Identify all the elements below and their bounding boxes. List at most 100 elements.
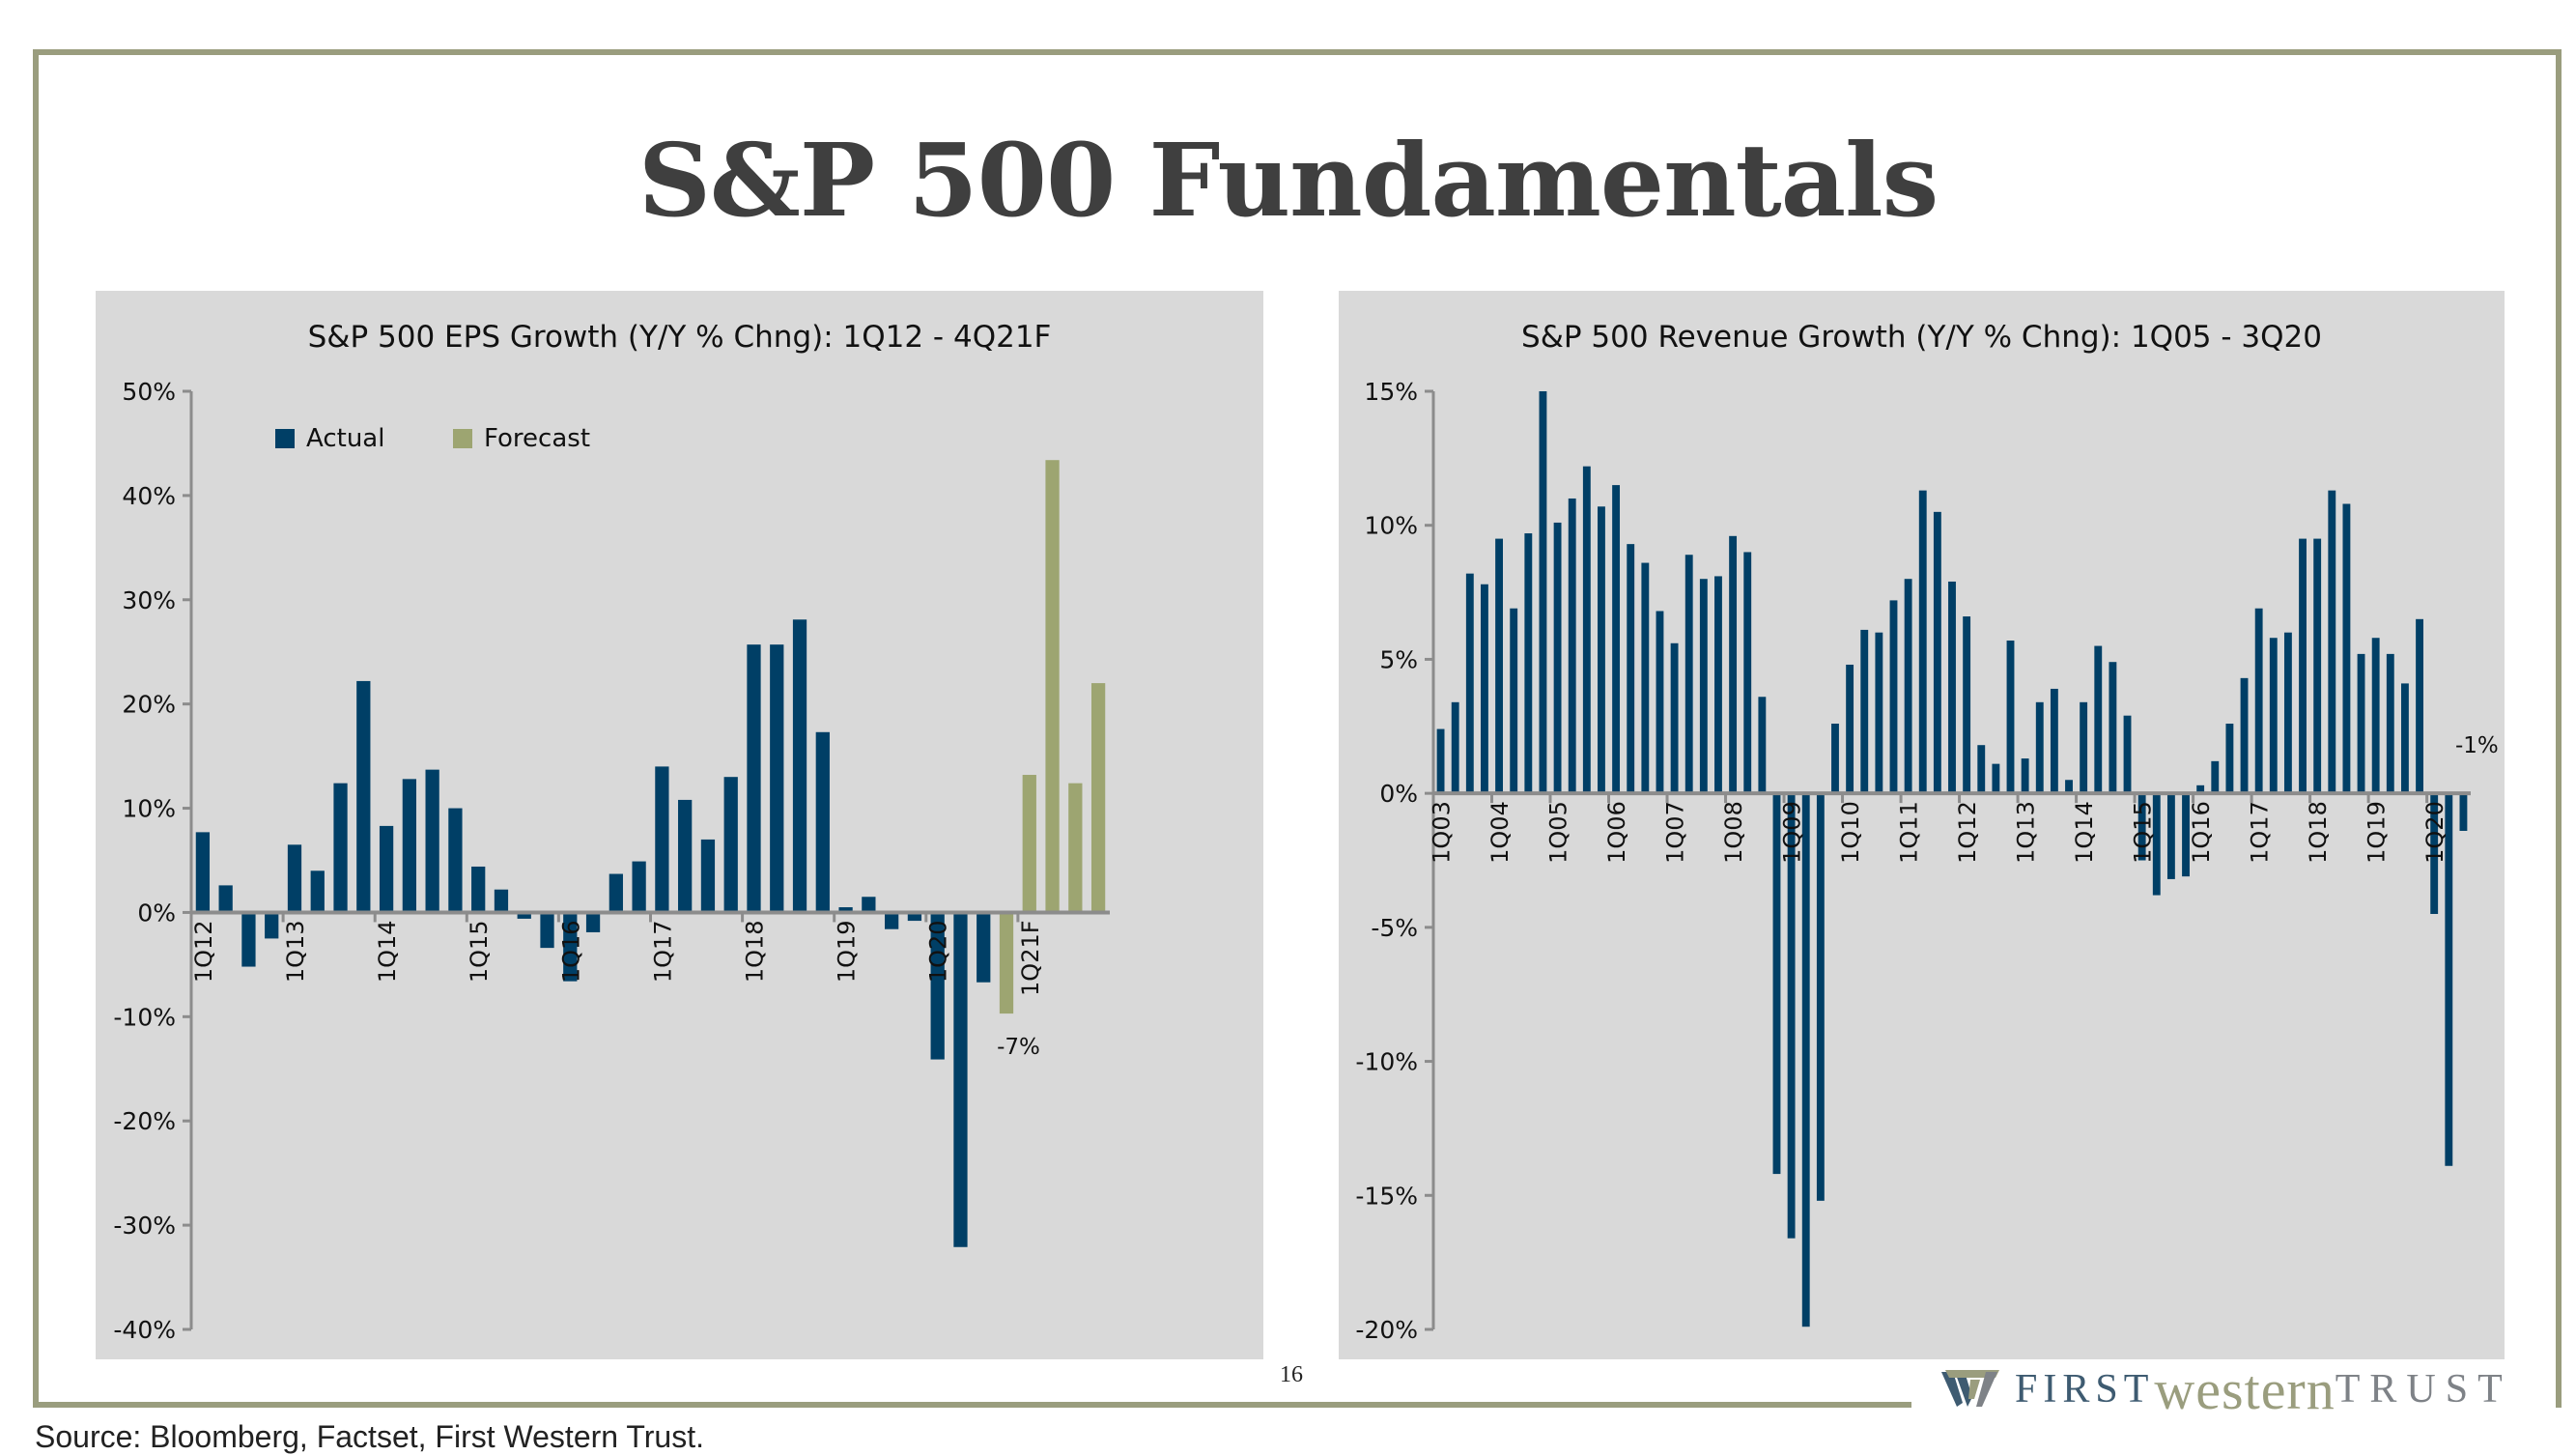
eps-y-tick-label: -30% — [113, 1212, 176, 1240]
eps-bar-actual — [471, 866, 486, 913]
revenue-x-tick-label: 1Q06 — [1603, 801, 1630, 864]
revenue-bar — [1582, 466, 1591, 794]
eps-x-tick-label: 1Q15 — [466, 920, 493, 983]
revenue-x-tick-label: 1Q12 — [1954, 801, 1981, 864]
revenue-bar — [2137, 793, 2146, 861]
eps-bar-actual — [310, 870, 325, 913]
revenue-x-tick-label: 1Q10 — [1837, 801, 1864, 864]
revenue-x-tick-label: 1Q07 — [1662, 801, 1689, 864]
revenue-bar — [1465, 573, 1474, 794]
revenue-x-tick-label: 1Q08 — [1720, 801, 1747, 864]
eps-bar-actual — [195, 832, 211, 913]
eps-x-tick-label: 1Q14 — [374, 920, 401, 983]
eps-bar-actual — [218, 885, 233, 913]
eps-bar-actual — [885, 912, 899, 929]
eps-chart-title: S&P 500 EPS Growth (Y/Y % Chng): 1Q12 - … — [307, 320, 1052, 355]
revenue-bar — [2166, 793, 2175, 879]
eps-y-tick-label: 20% — [122, 691, 176, 719]
revenue-bar — [2254, 608, 2263, 794]
revenue-bar — [1772, 793, 1781, 1175]
revenue-bar — [1963, 616, 1971, 794]
eps-bar-actual — [907, 912, 922, 922]
revenue-bar — [2371, 638, 2380, 794]
revenue-bar — [1801, 793, 1810, 1327]
eps-x-tick-label: 1Q16 — [557, 920, 584, 983]
revenue-bar — [2313, 538, 2322, 794]
revenue-bar — [2240, 677, 2249, 794]
revenue-y-tick-label: 0% — [1379, 780, 1418, 808]
eps-chart-svg: 50% 40% 30% 20% 10% 0% -10% -20% -30% -40% 1Q12 1Q1… — [113, 378, 1110, 1344]
slide-frame — [33, 49, 2562, 1408]
logo-w-icon — [1941, 1370, 1999, 1407]
eps-bar-actual — [585, 912, 601, 932]
revenue-bar — [2123, 715, 2132, 794]
revenue-bar — [2065, 780, 2073, 794]
eps-y-tick-label: 10% — [122, 795, 176, 823]
eps-bar-actual — [379, 825, 394, 913]
revenue-bar — [2109, 662, 2117, 794]
revenue-bar — [1743, 552, 1752, 794]
eps-bar-actual — [770, 644, 784, 913]
revenue-bar — [1787, 793, 1796, 1239]
revenue-y-tick-label: 10% — [1364, 512, 1418, 540]
revenue-growth-chart: S&P 500 Revenue Growth (Y/Y % Chng): 1Q0… — [1339, 291, 2505, 1359]
revenue-bar — [1714, 576, 1722, 794]
revenue-y-tick-label: -5% — [1371, 914, 1418, 942]
legend-forecast-swatch — [453, 429, 472, 448]
revenue-bar — [2196, 785, 2205, 794]
revenue-x-tick-label: 1Q17 — [2247, 801, 2274, 864]
revenue-chart-svg: 15% 10% 5% 0% -5% -10% -15% -20% 1Q03 1Q04 1Q05 1Q0… — [1355, 378, 2498, 1344]
revenue-bar — [1977, 745, 1986, 794]
revenue-bar — [2416, 618, 2423, 794]
eps-x-tick-label: 1Q17 — [649, 920, 676, 983]
revenue-bar — [2152, 793, 2161, 896]
eps-y-tick-label: -20% — [113, 1107, 176, 1135]
revenue-bar — [2328, 490, 2336, 794]
revenue-bar — [1918, 490, 1927, 794]
revenue-bar — [1641, 562, 1650, 794]
eps-bar-actual — [241, 912, 256, 967]
revenue-bar — [1568, 498, 1576, 794]
eps-bar-actual — [977, 912, 991, 983]
revenue-bar — [1933, 511, 1941, 794]
revenue-bar — [1524, 533, 1533, 794]
revenue-x-tick-label: 1Q11 — [1896, 801, 1923, 864]
revenue-bar — [1684, 555, 1693, 794]
eps-bar-actual — [700, 839, 716, 913]
revenue-bar — [2225, 724, 2234, 794]
page-number: 16 — [1280, 1362, 1303, 1387]
revenue-bar — [2021, 758, 2029, 794]
eps-y-tick-label: -10% — [113, 1003, 176, 1031]
eps-bar-actual — [425, 769, 439, 913]
revenue-bar — [1495, 538, 1504, 794]
revenue-chart-title: S&P 500 Revenue Growth (Y/Y % Chng): 1Q0… — [1521, 320, 2322, 355]
eps-y-tick-label: 40% — [122, 482, 176, 510]
eps-bar-actual — [563, 912, 578, 982]
logo-western: western — [2154, 1357, 2335, 1421]
revenue-bar — [2035, 701, 2044, 794]
eps-y-tick-label: 30% — [122, 586, 176, 614]
eps-bar-actual — [930, 912, 945, 1060]
eps-bar-actual — [838, 907, 853, 913]
revenue-bar — [2094, 645, 2103, 794]
eps-bar-forecast — [1022, 775, 1036, 913]
revenue-bar — [1758, 697, 1767, 794]
revenue-bar — [1451, 701, 1459, 794]
revenue-bar — [2006, 641, 2015, 794]
revenue-bar — [1598, 506, 1605, 794]
revenue-bar — [1860, 629, 1869, 794]
revenue-bar — [2283, 632, 2292, 794]
revenue-bar — [1816, 793, 1825, 1201]
revenue-bar — [1992, 763, 2000, 794]
page-title: S&P 500 Fundamentals — [637, 121, 1939, 240]
revenue-bar — [2182, 793, 2190, 877]
eps-bar-actual — [747, 644, 761, 913]
revenue-x-tick-label: 1Q20 — [2421, 801, 2449, 864]
revenue-y-tick-label: 15% — [1364, 378, 1418, 406]
eps-bar-actual — [540, 912, 554, 949]
revenue-bar — [1612, 485, 1621, 794]
revenue-x-tick-label: 1Q03 — [1429, 801, 1456, 864]
revenue-x-tick-label: 1Q13 — [2013, 801, 2040, 864]
revenue-bar — [1889, 600, 1898, 794]
revenue-bar — [1875, 632, 1883, 794]
